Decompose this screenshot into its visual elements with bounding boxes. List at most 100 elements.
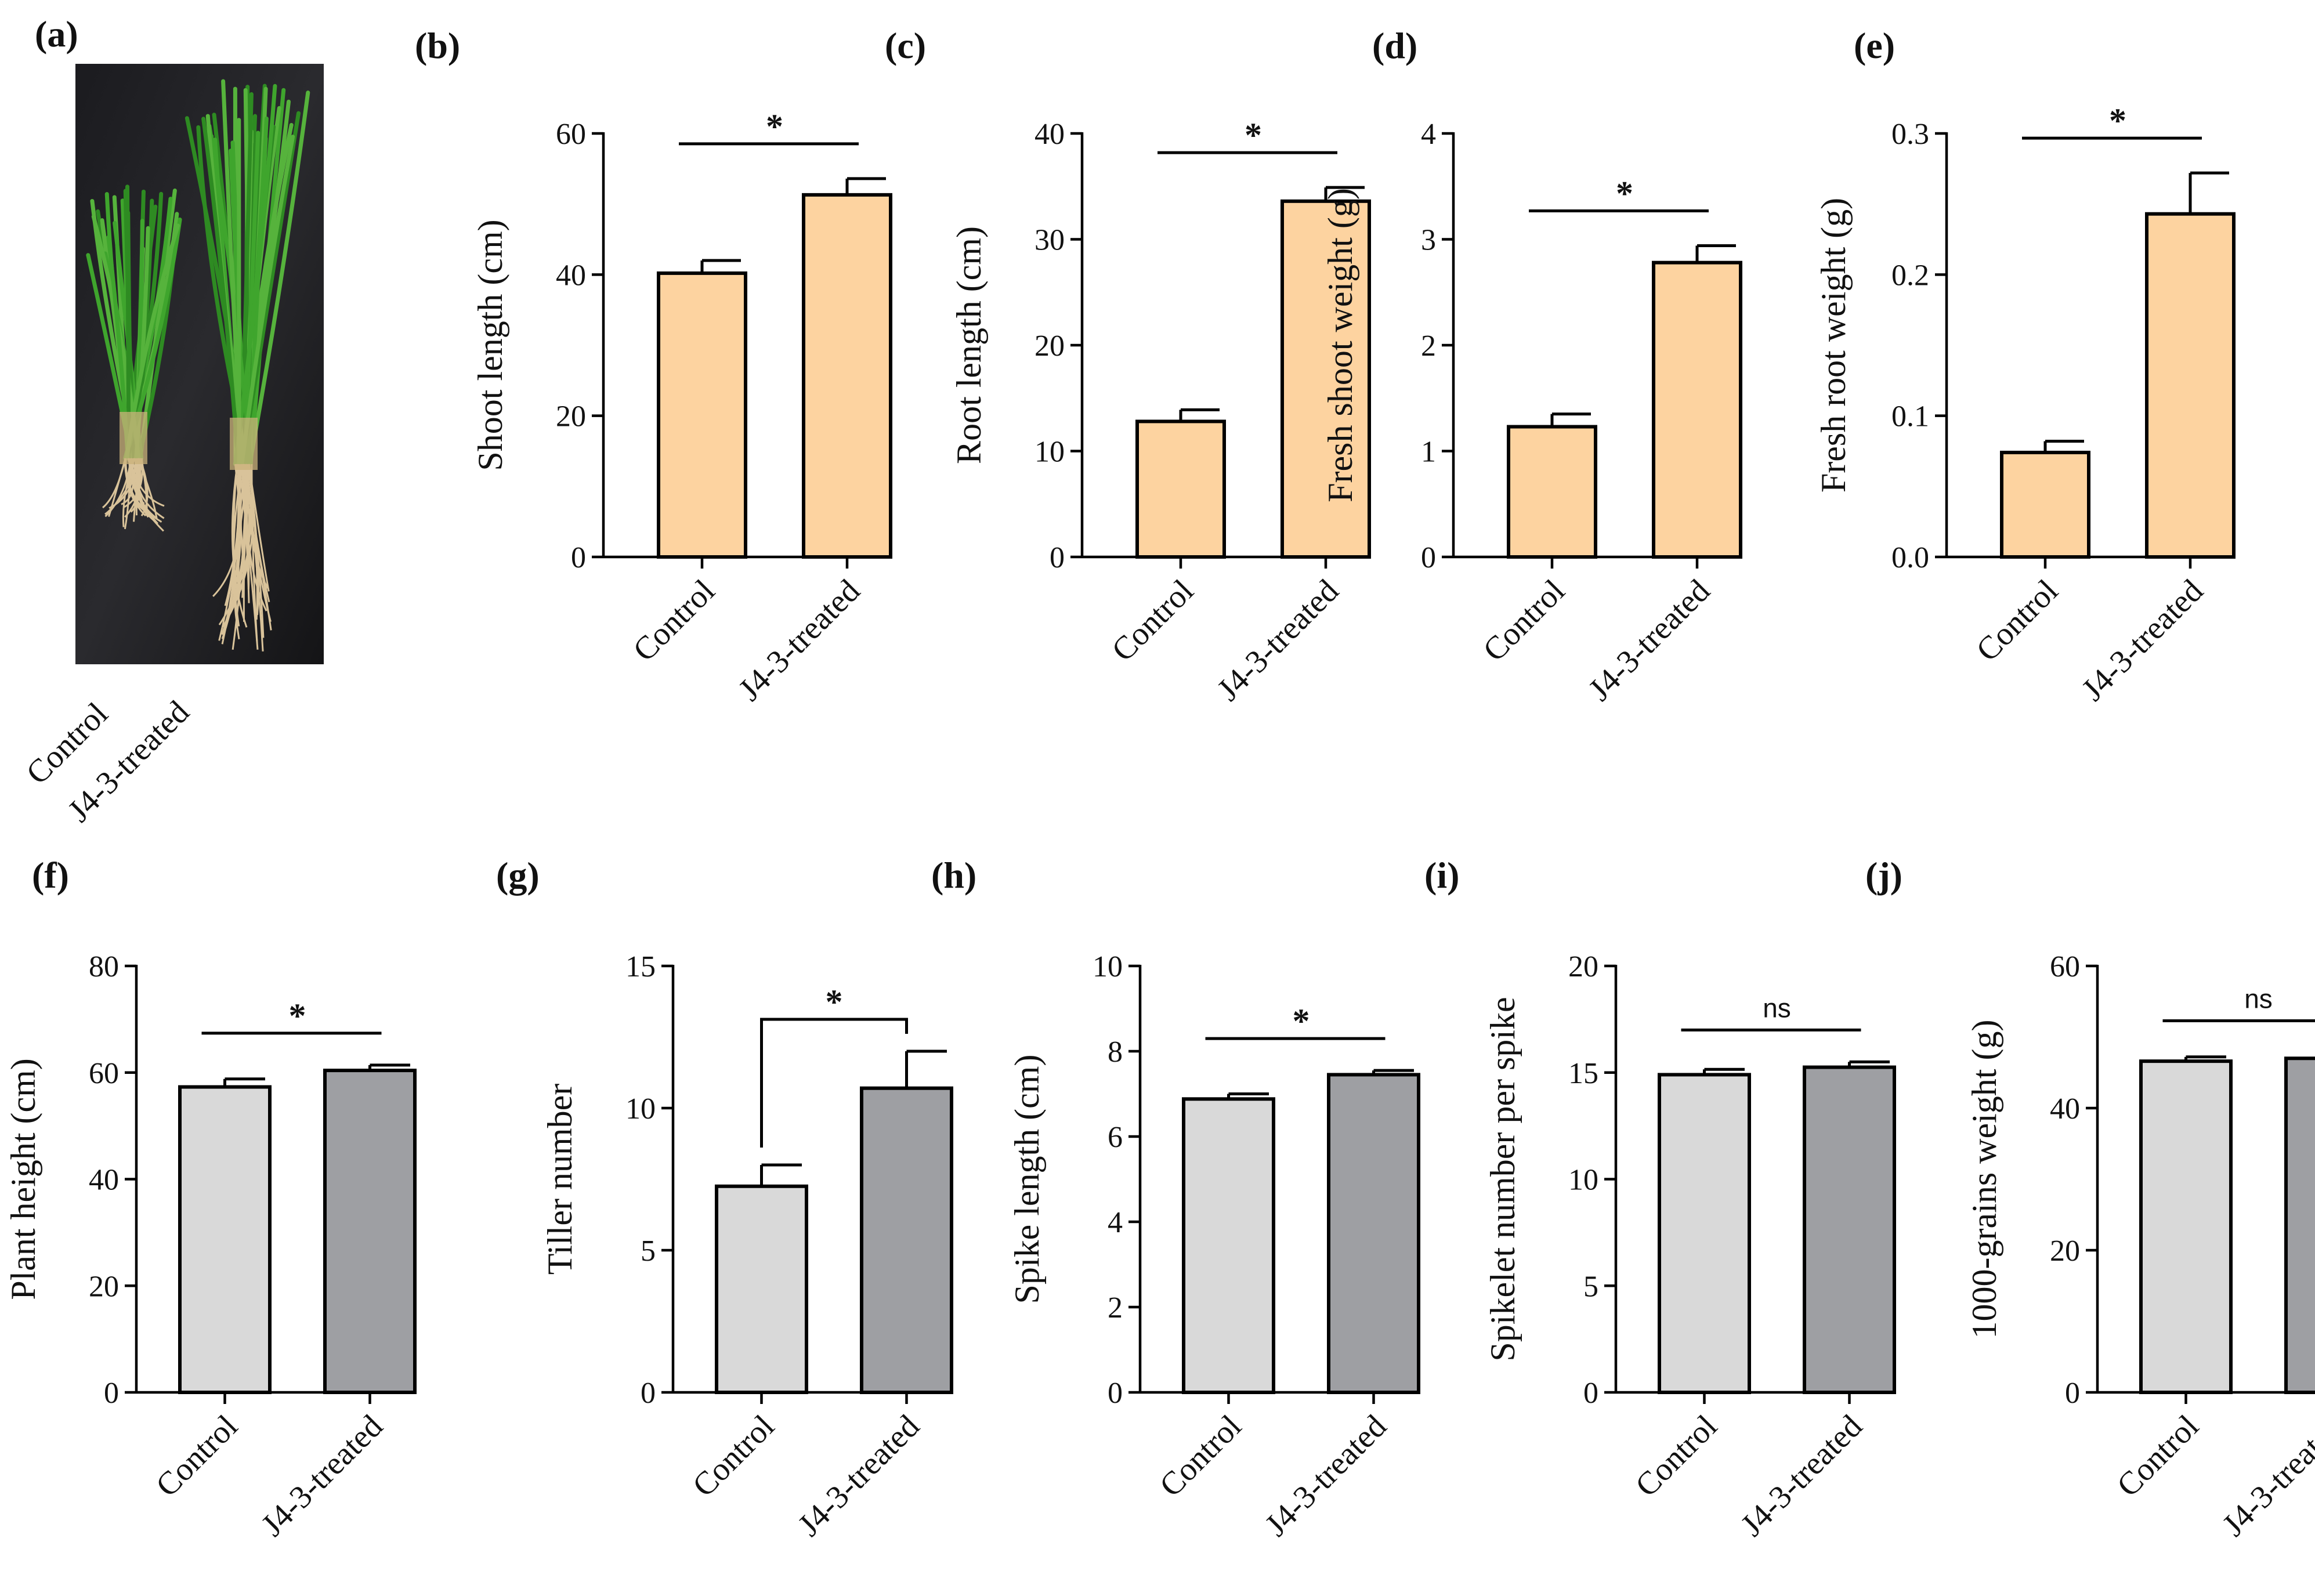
- y-axis-label: Tiller number: [541, 1084, 579, 1275]
- y-tick-label: 30: [1034, 224, 1065, 257]
- bar-control: [2000, 450, 2090, 559]
- wheat-seedlings-photo-icon: [86, 79, 310, 652]
- significance-label: *: [826, 983, 843, 1021]
- y-tick-label: 10: [1093, 950, 1123, 983]
- y-tick-label: 15: [625, 950, 656, 983]
- chart-f: (f) 0 20 40 60 80 Plant height (cm) Control J4-3…: [4, 855, 417, 1543]
- x-tick-label: Control: [1969, 573, 2065, 668]
- x-tick-label: J4-3-treated: [1734, 1408, 1869, 1543]
- y-axis-label: Fresh shoot weight (g): [1321, 188, 1359, 502]
- y-tick-label: 0.1: [1891, 400, 1929, 433]
- y-tick-label: 4: [1421, 118, 1436, 151]
- chart-c: (c) 0 10 20 30 40 Root length (cm) Control J4-3-…: [885, 25, 1371, 708]
- chart-j: (j) 0 20 40 60 1000-grains weight (g) Control J…: [1865, 855, 2315, 1543]
- x-tick-label: J4-3-treated: [1582, 573, 1717, 708]
- y-tick-label: 0: [104, 1377, 119, 1410]
- y-tick-label: 20: [1034, 330, 1065, 363]
- y-tick-label: 60: [2050, 950, 2080, 983]
- y-tick-label: 5: [641, 1235, 656, 1268]
- y-tick-label: 0.3: [1891, 118, 1929, 151]
- x-tick-label: Control: [1105, 573, 1200, 668]
- y-tick-label: 20: [2050, 1235, 2080, 1268]
- y-tick-label: 20: [556, 400, 586, 433]
- bar-treated: [2145, 212, 2236, 559]
- root-strand: [248, 464, 258, 620]
- chart-i: (i) 0 5 10 15 20 Spikelet number per spike Cont…: [1424, 855, 1896, 1543]
- y-tick-label: 6: [1108, 1121, 1123, 1154]
- significance-label: *: [766, 107, 783, 146]
- y-tick-label: 0: [1108, 1377, 1123, 1410]
- y-axis-label: Root length (cm): [950, 226, 988, 464]
- significance-bracket: [760, 1018, 908, 1148]
- y-tick-label: 4: [1108, 1206, 1123, 1239]
- y-tick-label: 0.0: [1891, 541, 1929, 574]
- x-tick-label: Control: [626, 573, 722, 668]
- y-tick-label: 5: [1583, 1270, 1598, 1303]
- panel-label: (c): [885, 25, 926, 66]
- chart-e: (e) 0.0 0.1 0.2 0.3 Fresh root weight (g) Cont…: [1814, 25, 2236, 708]
- significance-label: *: [1293, 1002, 1310, 1040]
- bar-treated: [1327, 1073, 1420, 1395]
- bar-treated: [802, 193, 892, 559]
- y-tick-label: 0: [1421, 541, 1436, 574]
- bar-treated: [323, 1069, 417, 1394]
- significance-label: *: [1616, 174, 1633, 212]
- y-tick-label: 60: [89, 1057, 119, 1090]
- y-axis-label: Spikelet number per spike: [1484, 997, 1522, 1361]
- panel-label: (e): [1854, 25, 1895, 66]
- root-strand: [240, 464, 250, 589]
- x-tick-label: Control: [2110, 1408, 2206, 1504]
- panel-label: (f): [32, 855, 69, 896]
- panel-label: (d): [1372, 25, 1417, 66]
- root-strand: [212, 464, 241, 597]
- y-tick-label: 3: [1421, 224, 1436, 257]
- y-tick-label: 40: [1034, 118, 1065, 151]
- y-tick-label: 0: [641, 1377, 656, 1410]
- root-strand: [136, 458, 165, 519]
- y-tick-label: 8: [1108, 1036, 1123, 1069]
- leaf-blade: [247, 91, 310, 466]
- y-tick-label: 0: [1050, 541, 1065, 574]
- root-strand: [108, 458, 126, 517]
- significance-label: *: [1245, 116, 1262, 154]
- bar-control: [657, 271, 747, 559]
- root-strand: [136, 458, 158, 519]
- bar-treated: [860, 1086, 953, 1394]
- y-tick-label: 80: [89, 950, 119, 983]
- y-axis-label: 1000-grains weight (g): [1965, 1020, 2003, 1339]
- bar-control: [1182, 1097, 1275, 1394]
- bar-treated: [1281, 199, 1371, 559]
- panel-label: (i): [1424, 855, 1459, 896]
- x-tick-label: J4-3-treated: [2216, 1408, 2315, 1543]
- bar-control: [1135, 419, 1226, 559]
- panel-a-photo: (a) Control J4-3-treated: [19, 13, 324, 829]
- root-strand: [232, 464, 240, 627]
- bar-treated: [2284, 1056, 2315, 1394]
- x-tick-label: Control: [149, 1408, 245, 1504]
- significance-label: ns: [2244, 983, 2273, 1014]
- y-tick-label: 0: [2065, 1377, 2080, 1410]
- bar-control: [715, 1184, 808, 1394]
- bar-control: [1658, 1073, 1751, 1395]
- panel-label: (j): [1865, 855, 1902, 896]
- stem-base: [230, 418, 258, 470]
- leaf-blade: [233, 84, 277, 466]
- chart-b: (b) 0 20 40 60 Shoot length (cm) Control J4-3-t…: [415, 25, 892, 708]
- root-strand: [129, 458, 165, 507]
- x-tick-label: J4-3-treated: [255, 1408, 390, 1543]
- panel-label: (b): [415, 25, 460, 66]
- significance-label: ns: [1763, 993, 1791, 1023]
- y-tick-label: 0.2: [1891, 259, 1929, 292]
- root-strand: [124, 458, 131, 530]
- panel-label: (g): [496, 855, 540, 896]
- y-tick-label: 40: [556, 259, 586, 292]
- y-axis-label: Spike length (cm): [1008, 1055, 1046, 1304]
- chart-d: (d) 0 1 2 3 4 Fresh shoot weight (g) Control J4-…: [1321, 25, 1742, 708]
- x-tick-label: Control: [1476, 573, 1572, 668]
- y-tick-label: 0: [571, 541, 586, 574]
- panel-label-a: (a): [35, 13, 78, 55]
- bar-control: [178, 1085, 272, 1394]
- x-tick-label: J4-3-treated: [791, 1408, 927, 1543]
- x-tick-label: J4-3-treated: [732, 573, 867, 708]
